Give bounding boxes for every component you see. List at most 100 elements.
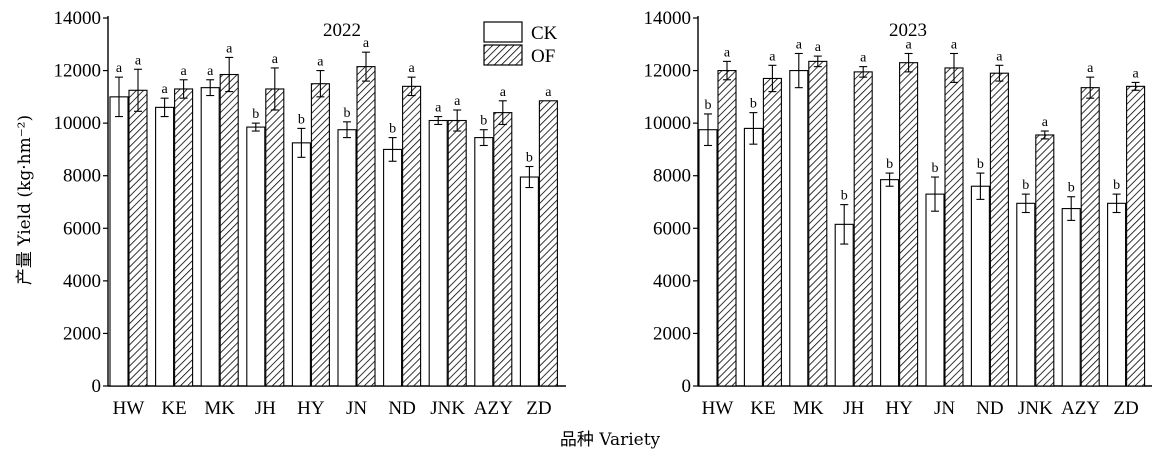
significance-letter: b [1113, 178, 1120, 193]
bar-ck [246, 126, 266, 387]
bar-of [1080, 87, 1100, 387]
significance-letter: a [860, 51, 867, 66]
significance-letter: a [500, 85, 507, 100]
significance-letter: a [161, 82, 168, 97]
y-tick-label: 12000 [644, 61, 692, 82]
bar-ck [109, 96, 129, 387]
bar-of [219, 73, 239, 387]
x-axis-title: 品种 Variety [560, 430, 661, 450]
significance-letter: a [317, 55, 324, 70]
bar-ck [200, 87, 220, 387]
y-tick-label: 10000 [54, 113, 102, 134]
bar-of [1126, 85, 1146, 387]
chart-title: 2023 [889, 20, 927, 41]
x-tick-label: ZD [1113, 398, 1138, 419]
bar-ck [291, 142, 311, 387]
x-tick-label: ND [976, 398, 1003, 419]
significance-letter: b [480, 114, 487, 129]
significance-letter: a [408, 61, 415, 76]
bar-of [899, 62, 919, 387]
significance-letter: a [180, 64, 187, 79]
legend-label-of: OF [531, 46, 555, 67]
bar-ck [519, 176, 539, 387]
bar-of [174, 88, 194, 387]
significance-letter: b [750, 97, 757, 112]
x-tick-label: HW [113, 398, 145, 419]
bar-of [944, 67, 964, 387]
chart-panel-2022: 020004000600080001000012000140002022aaHW… [54, 8, 566, 419]
x-tick-label: JN [346, 398, 367, 419]
bar-of [356, 66, 376, 387]
significance-letter: a [545, 85, 552, 100]
bar-ck [1016, 202, 1036, 387]
significance-letter: a [207, 64, 214, 79]
bar-ck [1061, 208, 1081, 387]
legend-label-ck: CK [531, 23, 558, 44]
significance-letter: a [951, 37, 958, 52]
legend-swatch-of [483, 44, 523, 66]
significance-letter: b [526, 151, 533, 166]
legend-swatch-ck [483, 21, 523, 43]
y-axis-title: 产量 Yield (kg·hm⁻²) [15, 115, 35, 285]
x-tick-label: HW [702, 398, 734, 419]
x-tick-label: KE [750, 398, 775, 419]
bar-ck [337, 129, 357, 387]
significance-letter: a [769, 49, 776, 64]
significance-letter: a [1132, 66, 1139, 81]
y-tick-label: 6000 [653, 218, 691, 239]
legend: CK OF [483, 21, 558, 67]
significance-letter: a [905, 37, 912, 52]
bar-of [128, 89, 148, 387]
bar-of [447, 119, 467, 387]
bar-ck [698, 129, 718, 387]
x-tick-label: JH [843, 398, 864, 419]
y-tick-label: 4000 [653, 271, 691, 292]
bar-ck [970, 185, 990, 387]
bar-ck [383, 148, 403, 387]
bar-ck [880, 179, 900, 387]
y-tick-label: 12000 [54, 61, 102, 82]
x-tick-label: AZY [1061, 398, 1100, 419]
bar-of [538, 100, 558, 387]
y-tick-label: 0 [682, 376, 692, 397]
bar-ck [428, 119, 448, 387]
significance-letter: a [1042, 115, 1049, 130]
significance-letter: a [796, 37, 803, 52]
bar-ck [925, 193, 945, 387]
y-tick-label: 2000 [653, 323, 691, 344]
bar-ck [155, 106, 175, 387]
x-tick-label: MK [793, 398, 824, 419]
significance-letter: a [815, 40, 822, 55]
significance-letter: a [363, 36, 370, 51]
y-tick-label: 2000 [63, 323, 101, 344]
y-tick-label: 8000 [653, 166, 691, 187]
bar-of [265, 88, 285, 387]
y-tick-label: 8000 [63, 166, 101, 187]
significance-letter: b [389, 122, 396, 137]
bar-of [989, 72, 1009, 387]
significance-letter: a [1087, 61, 1094, 76]
y-tick-label: 6000 [63, 218, 101, 239]
x-tick-label: AZY [474, 398, 513, 419]
bar-of [717, 70, 737, 387]
x-tick-label: KE [161, 398, 186, 419]
bar-ck [474, 137, 494, 387]
bar-of [310, 83, 330, 387]
significance-letter: a [226, 41, 233, 56]
significance-letter: a [116, 61, 123, 76]
y-tick-label: 10000 [644, 113, 692, 134]
significance-letter: b [705, 98, 712, 113]
significance-letter: b [298, 112, 305, 127]
significance-letter: b [841, 189, 848, 204]
significance-letter: b [252, 107, 259, 122]
bar-ck [834, 223, 854, 387]
y-tick-label: 14000 [644, 8, 692, 29]
significance-letter: a [135, 53, 142, 68]
bar-of [402, 85, 422, 387]
significance-letter: a [996, 49, 1003, 64]
significance-letter: b [344, 106, 351, 121]
bar-of [853, 71, 873, 387]
chart-title: 2022 [323, 20, 361, 41]
significance-letter: b [977, 157, 984, 172]
x-tick-label: JNK [1018, 398, 1053, 419]
